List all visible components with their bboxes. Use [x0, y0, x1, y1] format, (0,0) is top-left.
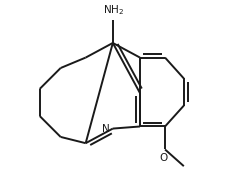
Text: NH$_2$: NH$_2$	[103, 3, 124, 17]
Text: N: N	[102, 124, 109, 134]
Text: O: O	[160, 153, 168, 163]
